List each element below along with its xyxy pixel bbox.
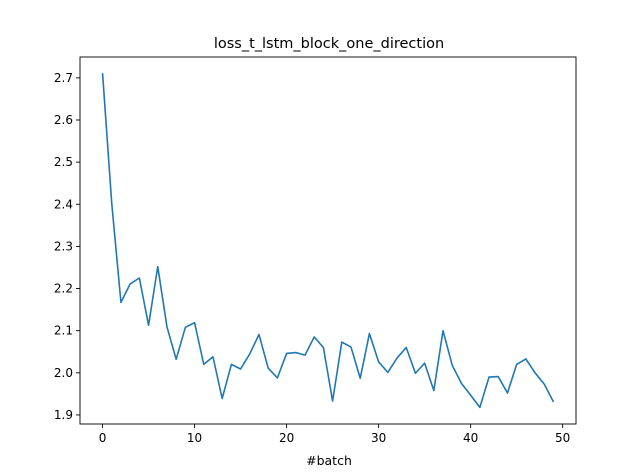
x-tick-label: 50	[555, 431, 570, 445]
y-tick-label: 2.7	[54, 71, 73, 85]
x-tick-label: 40	[463, 431, 478, 445]
y-axis-ticks: 1.9 2.0 2.1 2.2 2.3 2.4 2.5 2.6 2.7	[54, 71, 80, 422]
x-tick-label: 0	[99, 431, 107, 445]
y-tick-label: 1.9	[54, 408, 73, 422]
y-tick-label: 2.2	[54, 282, 73, 296]
plot-area	[79, 56, 577, 425]
y-tick-label: 2.5	[54, 155, 73, 169]
x-tick-label: 10	[187, 431, 202, 445]
x-tick-label: 20	[279, 431, 294, 445]
y-tick-label: 2.6	[54, 113, 73, 127]
y-tick-label: 2.3	[54, 239, 73, 253]
x-axis-label: #batch	[306, 453, 352, 468]
y-tick-label: 2.0	[54, 366, 73, 380]
x-tick-label: 30	[371, 431, 386, 445]
x-axis-ticks: 0 10 20 30 40 50	[99, 424, 570, 445]
y-tick-label: 2.1	[54, 324, 73, 338]
chart-title: loss_t_lstm_block_one_direction	[214, 36, 444, 52]
plot-frame	[79, 56, 577, 425]
y-tick-label: 2.4	[54, 197, 73, 211]
series-line-0	[101, 73, 555, 409]
